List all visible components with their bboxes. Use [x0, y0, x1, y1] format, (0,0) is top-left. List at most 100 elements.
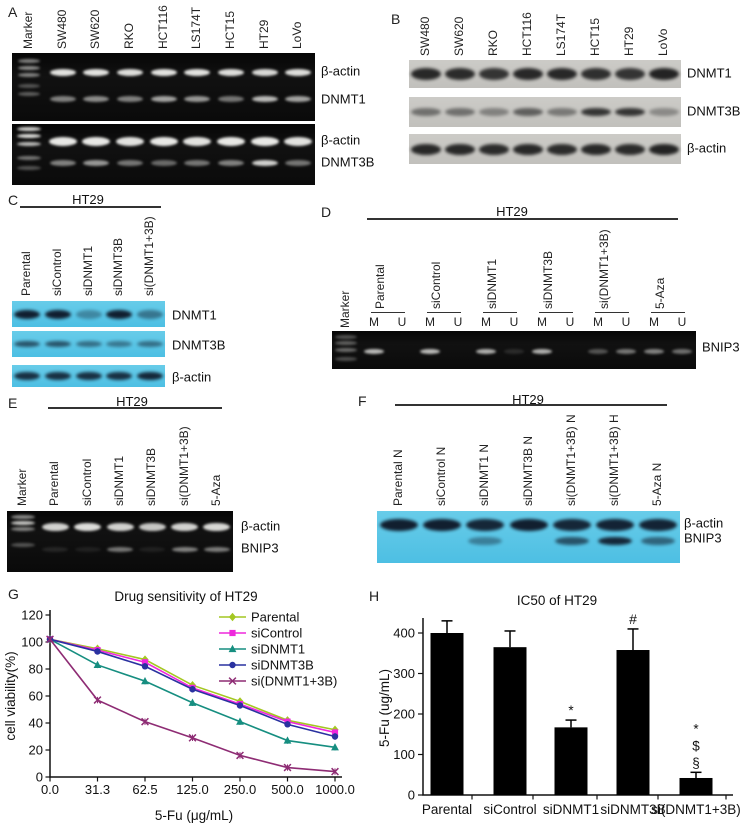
x-category-label: siDNMT3B [600, 802, 665, 817]
lane-label: SW620 [452, 16, 466, 56]
lane-label: Parental [19, 251, 34, 296]
x-category-label: si(DNMT1+3B) [651, 802, 741, 817]
blot-row-label: β-actin [241, 518, 281, 534]
gel-band [335, 357, 357, 362]
gel-band [616, 348, 636, 354]
x-tick-label: 250.0 [224, 782, 257, 797]
gel-band [509, 519, 548, 531]
group-underline [595, 312, 629, 313]
gel-band [422, 519, 461, 531]
lane-label: siDNMT1 N [477, 444, 492, 506]
gel-image [7, 511, 233, 572]
y-tick-label: 200 [393, 707, 415, 722]
panel-letter-e: E [8, 395, 18, 411]
y-tick-label: 100 [21, 635, 43, 650]
x-tick-label: 1000.0 [315, 782, 355, 797]
lane-label: 5-Aza [653, 277, 667, 309]
significance-marker: * [693, 721, 699, 736]
gel-band [106, 523, 134, 531]
gel-band [49, 160, 76, 166]
panel-letter-a: A [8, 4, 18, 20]
lane-label: siDNMT1 [485, 259, 499, 309]
significance-marker: # [629, 611, 637, 627]
lane-label: LS174T [554, 13, 568, 56]
lane-label: HCT116 [155, 5, 170, 49]
lane-label: siControl [429, 261, 443, 309]
gel-band [639, 519, 678, 531]
panel-letter-d: D [321, 204, 332, 220]
gel-band [513, 143, 543, 155]
gel-band [136, 372, 163, 380]
gel-band [547, 108, 577, 116]
header-rule [395, 404, 667, 406]
lane-label: RKO [121, 22, 136, 49]
gel-band [476, 348, 496, 354]
marker-circle [236, 702, 244, 709]
gel-band [83, 96, 110, 102]
gel-band [11, 542, 36, 547]
lane-label: RKO [486, 29, 500, 56]
blot-row-label: β-actin [172, 369, 212, 385]
lane-label: si(DNMT1+3B) [597, 229, 611, 309]
lane-label: siDNMT3B [144, 447, 159, 506]
gel-band [150, 160, 177, 166]
gel-band [106, 372, 133, 380]
group-underline [651, 312, 685, 313]
gel-band [171, 546, 198, 552]
marker-square [331, 729, 339, 736]
lane-label: HCT15 [222, 10, 237, 49]
gel-band [615, 143, 645, 155]
gel-image [12, 124, 315, 185]
gel-band [513, 108, 543, 116]
unmethylated-lane-label: U [509, 315, 519, 329]
lane-label: LoVo [656, 28, 670, 56]
gel-band [16, 165, 41, 170]
lane-label: siDNMT1 [112, 456, 126, 506]
group-underline [371, 312, 405, 313]
gel-band [251, 160, 278, 166]
gel-band [74, 546, 101, 552]
blot-row-label: β-actin [321, 132, 361, 148]
gel-band [107, 546, 133, 552]
gel-band [44, 309, 71, 319]
gel-band [504, 348, 524, 354]
marker-x [141, 717, 149, 726]
x-category-label: Parental [422, 802, 472, 817]
lane-label: si(DNMT1+3B) [141, 216, 156, 296]
gel-band [552, 519, 591, 531]
gel-band [139, 546, 166, 552]
group-underline [427, 312, 461, 313]
blot-row-label: DNMT1 [321, 91, 366, 107]
gel-band [75, 309, 102, 319]
panel-header-label: HT29 [496, 204, 528, 219]
legend-label: siDNMT1 [251, 642, 305, 657]
header-rule [20, 206, 161, 208]
gel-band [83, 160, 110, 166]
blot-row-label: BNIP3 [241, 540, 279, 556]
marker-circle [94, 648, 101, 655]
panel-header-label: HT29 [72, 192, 104, 207]
marker-triangle [236, 717, 244, 725]
panel-header-label: HT29 [512, 392, 544, 407]
x-tick-label: 62.5 [132, 782, 157, 797]
gel-band [75, 372, 102, 380]
gel-band [445, 143, 475, 155]
gel-band [75, 341, 102, 347]
panel-header-label: HT29 [116, 394, 148, 409]
lane-label: siDNMT3B [541, 250, 555, 309]
panel-letter-h: H [369, 588, 380, 604]
x-axis-label: 5-Fu (μg/mL) [155, 808, 233, 823]
line-chart-drug-sensitivity: 0 20 40 60 80 100 120 0.0 31.3 62.5 125.0 250.0 500.… [3, 589, 355, 823]
marker-triangle [188, 698, 197, 706]
gel-band [11, 527, 36, 532]
chart-title: Drug sensitivity of HT29 [114, 589, 257, 604]
marker-x [228, 677, 237, 685]
gel-band [581, 68, 611, 80]
lane-label: Marker [20, 11, 35, 49]
gel-band [17, 91, 40, 96]
gel-band [335, 341, 357, 346]
lane-label: siDNMT1 [80, 246, 95, 296]
gel-band [335, 348, 357, 352]
gel-band [16, 126, 41, 131]
